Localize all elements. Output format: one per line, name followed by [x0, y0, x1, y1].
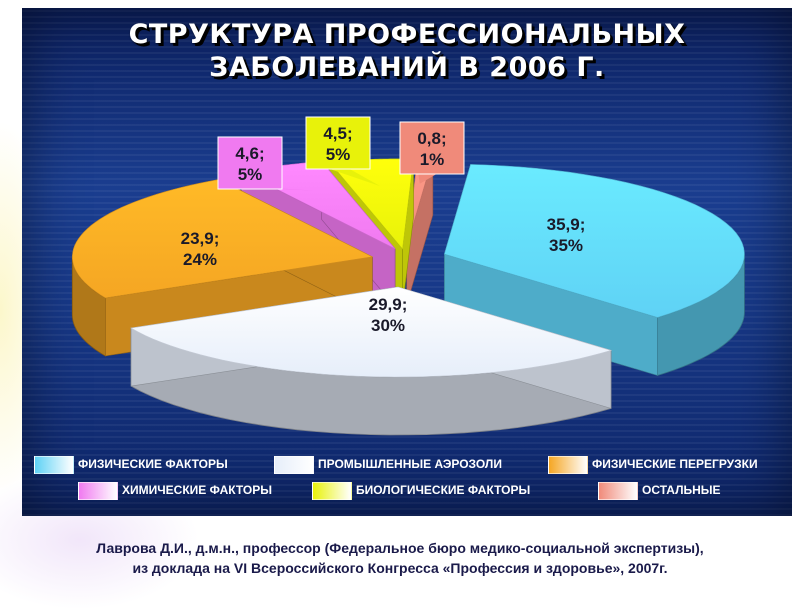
- chart-title-line1: СТРУКТУРА ПРОФЕССИОНАЛЬНЫХ: [128, 19, 686, 50]
- citation-line1: Лаврова Д.И., д.м.н., профессор (Федерал…: [96, 540, 704, 556]
- legend-swatch: [548, 456, 588, 474]
- legend-swatch: [312, 482, 352, 500]
- pie-slice: [444, 164, 745, 376]
- chart-title-line2: ЗАБОЛЕВАНИЙ В 2006 Г.: [209, 52, 605, 83]
- data-label-value: 4,5;: [323, 124, 352, 143]
- legend-label: ХИМИЧЕСКИЕ ФАКТОРЫ: [122, 483, 272, 497]
- data-label-value: 4,6;: [235, 144, 264, 163]
- legend-swatch: [78, 482, 118, 500]
- legend-label: ОСТАЛЬНЫЕ: [642, 483, 721, 497]
- data-label-value: 23,9;: [181, 229, 220, 248]
- citation: Лаврова Д.И., д.м.н., профессор (Федерал…: [0, 538, 800, 578]
- legend-label: ПРОМЫШЛЕННЫЕ АЭРОЗОЛИ: [318, 457, 502, 471]
- data-label-percent: 35%: [549, 236, 583, 255]
- data-label-box: [217, 136, 283, 190]
- data-label-box: [305, 116, 371, 170]
- legend-label: БИОЛОГИЧЕСКИЕ ФАКТОРЫ: [356, 483, 531, 497]
- data-label-box: [399, 121, 465, 175]
- label-pointer: [324, 167, 381, 187]
- data-label-percent: 24%: [183, 250, 217, 269]
- citation-line2: из доклада на VI Всероссийского Конгресс…: [132, 560, 668, 576]
- legend-swatch: [598, 482, 638, 500]
- legend-swatch: [34, 456, 74, 474]
- data-label-percent: 1%: [420, 150, 445, 169]
- legend-label: ФИЗИЧЕСКИЕ ПЕРЕГРУЗКИ: [592, 457, 758, 471]
- data-label-value: 35,9;: [547, 215, 586, 234]
- data-label-percent: 5%: [326, 145, 351, 164]
- label-pointer: [418, 172, 440, 184]
- legend-label: ФИЗИЧЕСКИЕ ФАКТОРЫ: [78, 457, 228, 471]
- data-label-percent: 5%: [238, 165, 263, 184]
- data-label-value: 29,9;: [369, 295, 408, 314]
- chart-title: СТРУКТУРА ПРОФЕССИОНАЛЬНЫХ ЗАБОЛЕВАНИЙ В…: [22, 18, 792, 84]
- legend-swatch: [274, 456, 314, 474]
- data-label-value: 0,8;: [417, 129, 446, 148]
- data-label-percent: 30%: [371, 316, 405, 335]
- pie-slice: [130, 286, 613, 436]
